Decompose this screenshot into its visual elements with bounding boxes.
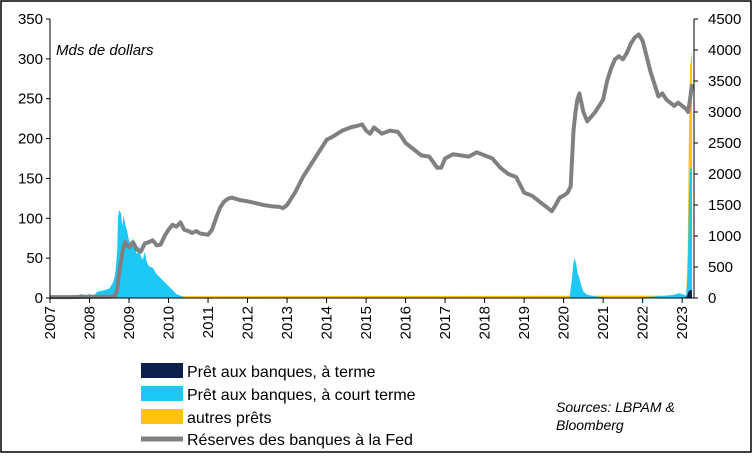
legend: Prêt aux banques, à terme Prêt aux banque… <box>141 363 416 449</box>
x-tick-label: 2012 <box>240 306 257 339</box>
x-tick-label: 2007 <box>42 306 59 339</box>
y-right-tick-label: 3000 <box>708 104 741 121</box>
x-tick-label: 2019 <box>516 306 533 339</box>
legend-label-pret-aux-banques-a-court-terme: Prêt aux banques, à court terme <box>187 387 416 404</box>
legend-swatch-pret-aux-banques-a-court-terme <box>141 386 183 401</box>
plot-layer <box>50 32 694 300</box>
x-tick-label: 2009 <box>121 306 138 339</box>
source-line: Bloomberg <box>556 417 624 433</box>
source-line: Sources: LBPAM & <box>556 399 675 415</box>
y-right-tick-label: 500 <box>708 259 733 276</box>
x-tick-label: 2008 <box>82 306 99 339</box>
x-tick-label: 2022 <box>635 306 652 339</box>
x-tick-label: 2011 <box>200 306 217 338</box>
y-left-tick-label: 50 <box>26 250 43 267</box>
x-tick-label: 2010 <box>161 306 178 339</box>
legend-label-reserves-des-banques-a-la-fed: Réserves des banques à la Fed <box>187 432 413 449</box>
legend-swatch-pret-aux-banques-a-terme <box>141 363 183 378</box>
x-tick-label: 2016 <box>398 306 415 339</box>
source-note: Sources: LBPAM & Bloomberg <box>556 399 675 433</box>
y-right-tick-label: 1500 <box>708 197 741 214</box>
x-tick-label: 2015 <box>358 306 375 339</box>
x-tick-label: 2020 <box>556 306 573 339</box>
x-tick-label: 2023 <box>674 306 691 339</box>
y-left-tick-label: 200 <box>18 131 43 148</box>
y-right-tick-label: 0 <box>708 290 716 307</box>
legend-swatch-autres-prets <box>141 409 183 424</box>
y-right-tick-label: 1000 <box>708 228 741 245</box>
legend-label-pret-aux-banques-a-terme: Prêt aux banques, à terme <box>187 364 376 381</box>
x-tick-label: 2014 <box>319 306 336 339</box>
axis-layer: 0501001502002503003500500100015002000250… <box>18 11 741 339</box>
y-left-tick-label: 100 <box>18 210 43 227</box>
y-right-tick-label: 3500 <box>708 73 741 90</box>
y-right-tick-label: 4000 <box>708 42 741 59</box>
y-left-tick-label: 150 <box>18 170 43 187</box>
y-right-tick-label: 4500 <box>708 11 741 28</box>
x-tick-label: 2018 <box>477 306 494 339</box>
y-left-tick-label: 300 <box>18 51 43 68</box>
series-area-pret-aux-banques-a-court-terme <box>50 166 692 298</box>
x-tick-label: 2013 <box>279 306 296 339</box>
y-left-tick-label: 350 <box>18 11 43 28</box>
legend-label-autres-prets: autres prêts <box>187 410 271 427</box>
x-tick-label: 2021 <box>595 306 612 339</box>
y-left-tick-label: 250 <box>18 91 43 108</box>
unit-label: Mds de dollars <box>56 42 154 59</box>
y-right-tick-label: 2500 <box>708 135 741 152</box>
y-left-tick-label: 0 <box>35 290 43 307</box>
series-line-reserves-des-banques-a-la-fed <box>50 32 694 300</box>
x-tick-label: 2017 <box>437 306 454 339</box>
y-right-tick-label: 2000 <box>708 166 741 183</box>
